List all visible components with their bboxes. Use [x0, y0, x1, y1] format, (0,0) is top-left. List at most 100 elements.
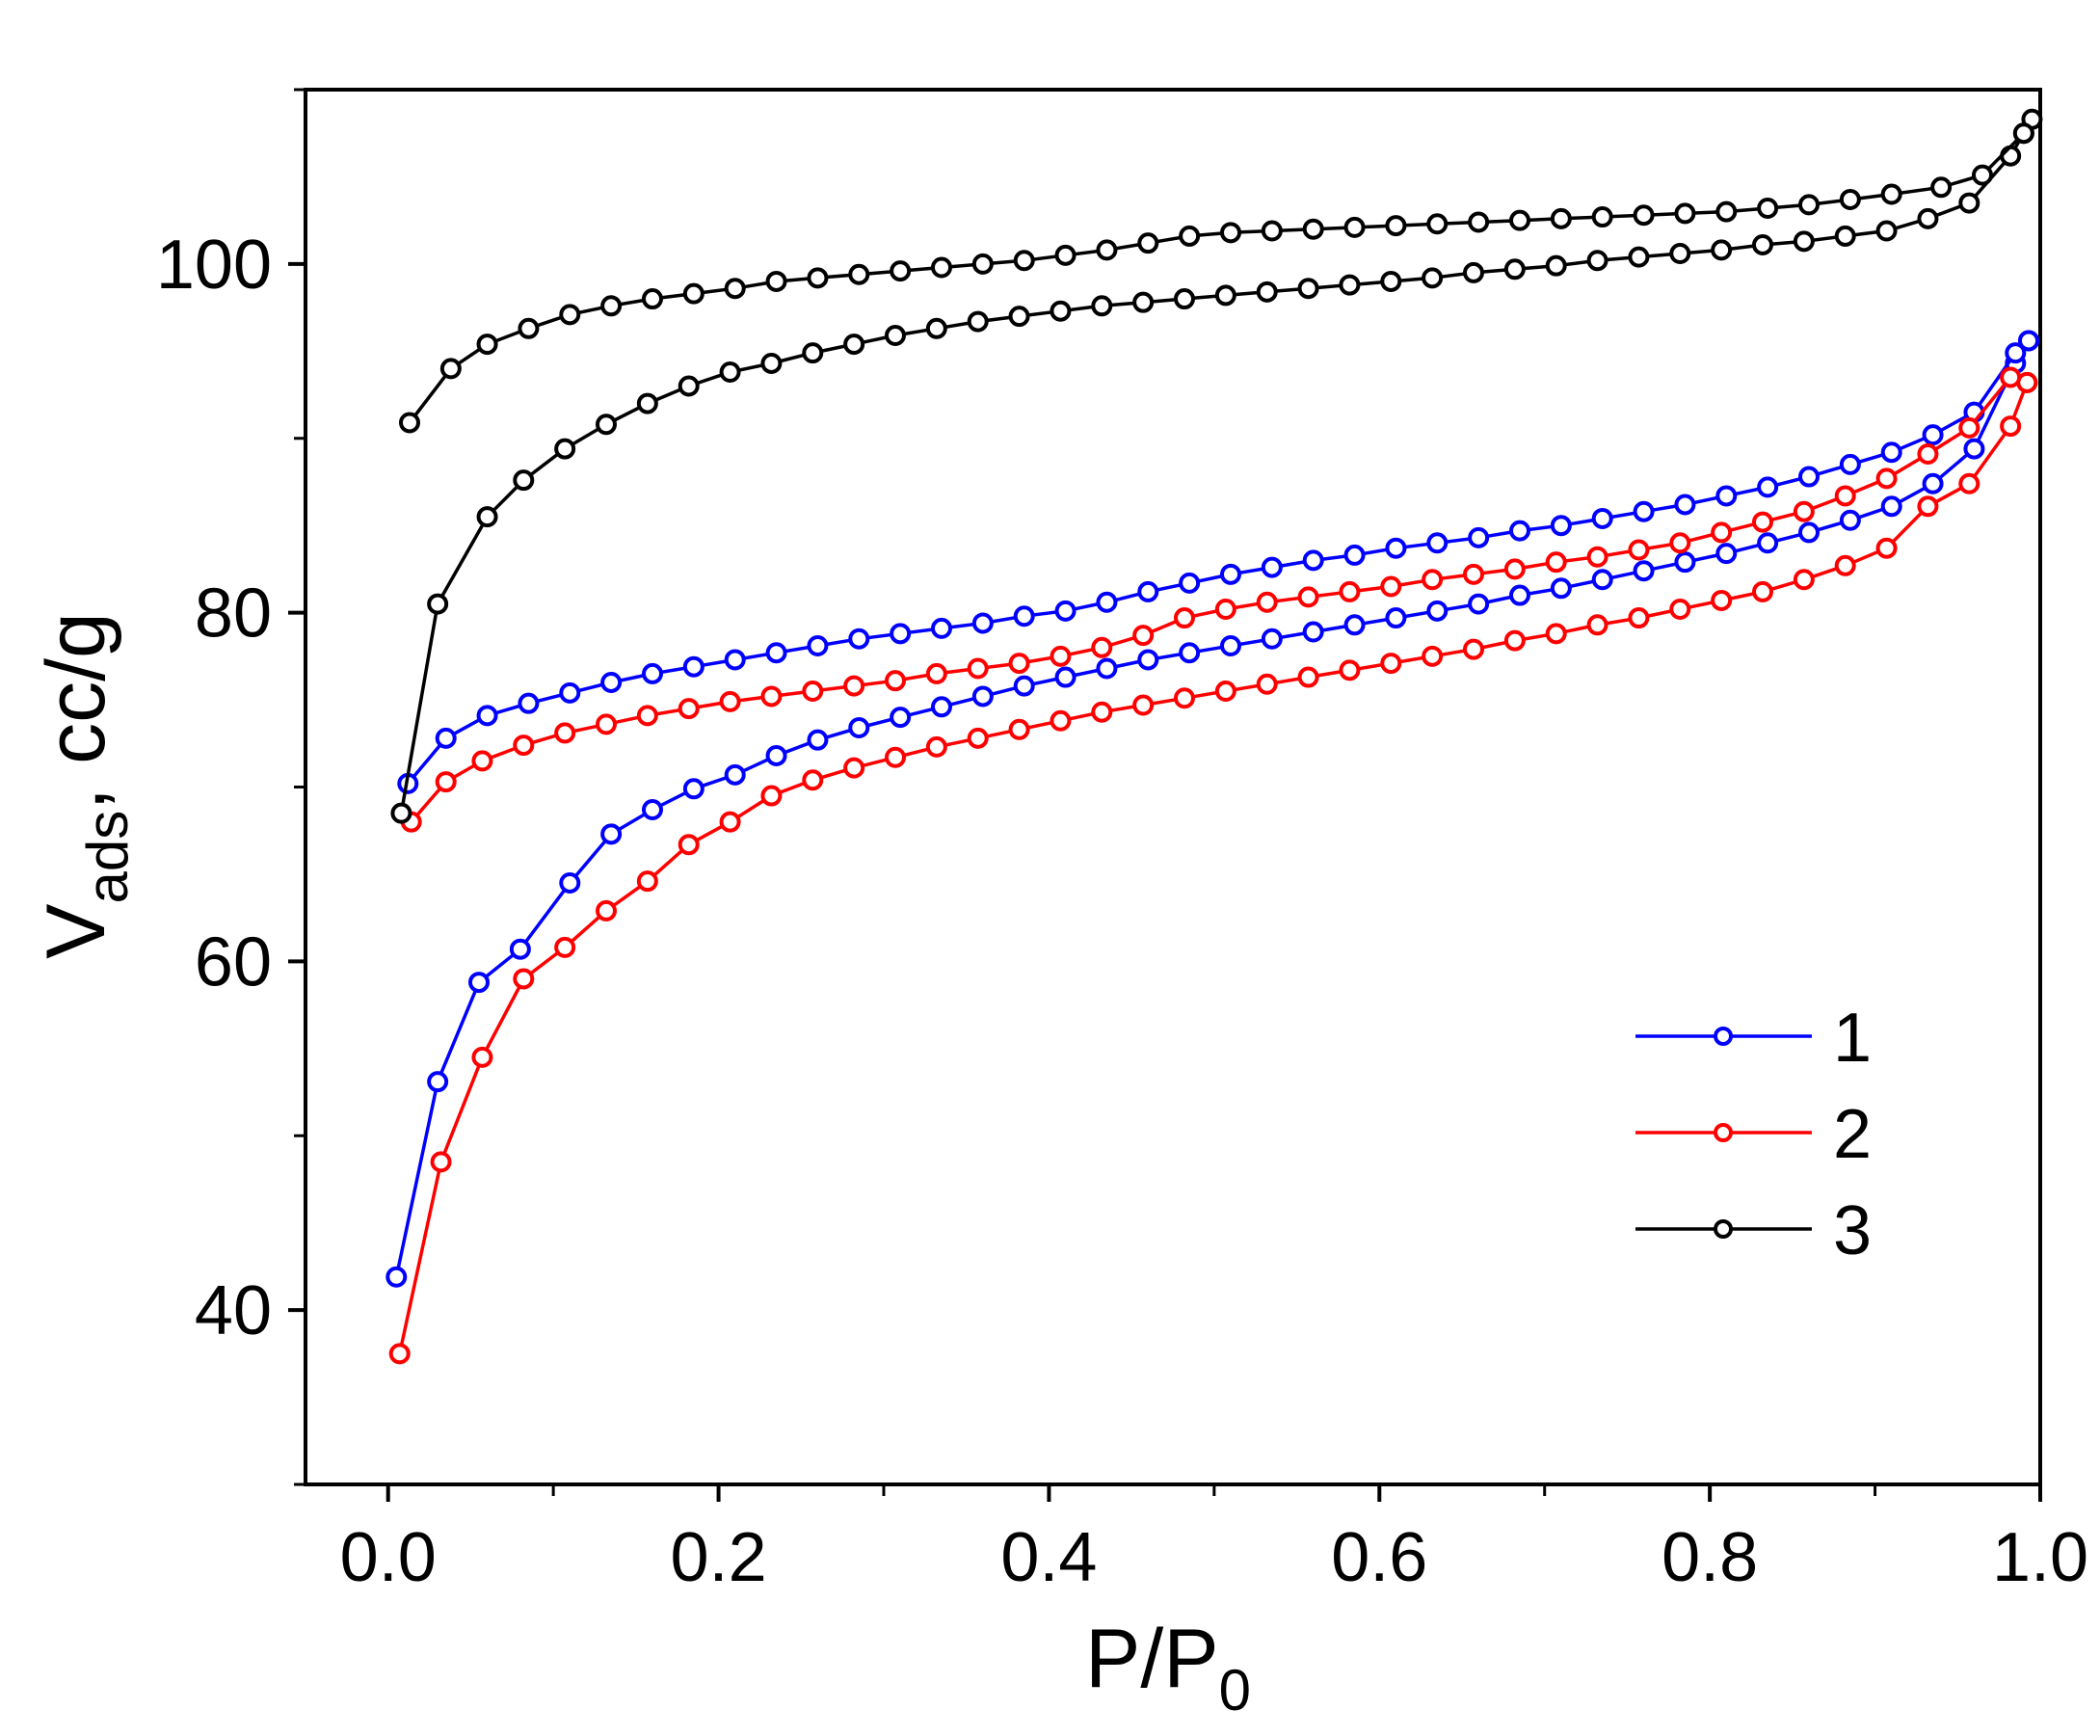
series-2-adsorption-point	[1380, 653, 1402, 675]
series-3-desorption-point	[1013, 250, 1035, 272]
series-2	[388, 366, 2038, 1365]
series-2-desorption-point	[2000, 366, 2022, 388]
series-1-desorption-point	[1674, 494, 1696, 516]
series-1-desorption-point	[1096, 591, 1118, 613]
series-1-adsorption-point	[724, 763, 746, 786]
y-axis-title-subscript: ads	[75, 811, 140, 904]
series-3-desorption-point	[1880, 183, 1902, 205]
series-3	[390, 108, 2043, 824]
series-2-adsorption-point	[1545, 623, 1567, 645]
series-1-adsorption-point	[1880, 495, 1902, 518]
series-2-desorption-point	[1669, 532, 1691, 554]
series-1-adsorption-point	[1798, 521, 1820, 544]
series-1-adsorption-point	[1715, 543, 1738, 565]
series-2-desorption-point	[471, 750, 493, 772]
series-2-adsorption-point	[1050, 709, 1072, 732]
series-2-desorption-point	[1752, 511, 1773, 533]
y-tick-label: 40	[195, 1272, 272, 1349]
series-2-desorption-point	[967, 657, 989, 680]
series-2-desorption-point	[843, 675, 865, 697]
series-3-adsorption-point	[1503, 258, 1526, 280]
series-3-adsorption-point	[1380, 270, 1402, 292]
series-1-adsorption-point	[1261, 628, 1283, 650]
series-2-adsorption-point	[2000, 415, 2022, 438]
series-3-desorption-point	[1220, 222, 1241, 244]
series-2-adsorption-line	[397, 382, 2029, 1354]
series-2-desorption-point	[1586, 546, 1608, 568]
series-3-desorption-point	[1798, 194, 1820, 216]
series-3-adsorption-point	[760, 352, 783, 374]
series-3-desorption-point	[765, 270, 787, 292]
series-2-adsorption-point	[513, 968, 535, 990]
series-3-adsorption-point	[596, 414, 617, 436]
series-1-adsorption-point	[385, 1266, 408, 1288]
series-1-desorption-point	[435, 727, 457, 749]
series-3-adsorption-point	[636, 392, 658, 414]
series-2-desorption-point	[802, 681, 824, 703]
legend: 1 2 3	[1635, 1000, 1872, 1269]
series-3-adsorption-point	[1958, 192, 1980, 214]
y-axis-title: Vads, cc/g	[30, 612, 140, 959]
series-3-desorption-point	[600, 295, 623, 317]
series-1-desorption-point	[1798, 466, 1820, 488]
series-3-desorption-point	[518, 317, 540, 339]
series-3-adsorption-point	[843, 334, 865, 356]
series-2-adsorption-point	[1875, 537, 1898, 559]
series-1-desorption-point	[600, 671, 623, 693]
series-2-adsorption-point	[802, 769, 824, 791]
series-2-desorption-point	[1958, 416, 1980, 439]
legend-swatch-marker	[1714, 1027, 1733, 1046]
series-1-adsorption-point	[765, 744, 787, 766]
x-tick-label: 0.6	[1331, 1519, 1427, 1596]
series-1-adsorption-point	[1385, 607, 1407, 629]
series-3-adsorption-point	[925, 317, 947, 339]
series-1-adsorption-point	[1591, 569, 1613, 591]
series-2-adsorption-point	[885, 746, 906, 768]
series-3-desorption-line	[408, 118, 2034, 424]
series-2-adsorption-point	[1628, 607, 1650, 629]
series-1-adsorption-point	[559, 871, 581, 894]
series-1-desorption-point	[1839, 453, 1861, 475]
series-2-desorption-point	[435, 771, 457, 793]
series-3-adsorption-point	[1752, 233, 1773, 255]
series-1-adsorption-point	[1468, 593, 1490, 615]
series-2-desorption-point	[596, 713, 617, 735]
series-3-adsorption-point	[1545, 254, 1567, 277]
legend-item-1: 1	[1635, 1000, 1872, 1077]
series-2-desorption-point	[925, 662, 947, 684]
series-1-adsorption-point	[890, 707, 912, 729]
y-axis-ticks	[288, 88, 306, 1486]
series-2-desorption-point	[1834, 485, 1856, 507]
series-3-adsorption-point	[1132, 291, 1155, 313]
series-2-desorption-point	[1711, 521, 1733, 544]
series-1-adsorption-point	[427, 1071, 449, 1093]
series-1-desorption-point	[518, 692, 540, 714]
series-1-adsorption-point	[1550, 577, 1572, 600]
series-3-desorption-point	[1137, 232, 1159, 254]
series-1-adsorption-point	[1096, 657, 1118, 680]
series-1-adsorption-point	[1137, 649, 1159, 671]
x-axis-title-main: P/P	[1085, 1613, 1219, 1705]
series-3-adsorption-point	[1669, 243, 1691, 265]
series-2-adsorption-point	[1463, 638, 1484, 660]
x-axis-title-subscript: 0	[1219, 1658, 1251, 1723]
series-1-desorption-point	[1426, 532, 1449, 554]
series-2-adsorption-point	[1256, 673, 1278, 695]
series-2-desorption-point	[1628, 539, 1650, 561]
series-2-adsorption-point	[925, 735, 947, 758]
series-1-desorption-point	[1261, 556, 1283, 578]
series-1-desorption-point	[1179, 572, 1201, 594]
y-tick-label: 80	[195, 575, 272, 653]
series-3-desorption-point	[399, 412, 420, 434]
series-1-adsorption-point	[509, 938, 531, 960]
series-3-desorption-point	[1509, 209, 1530, 231]
series-3-adsorption-point	[1256, 280, 1278, 303]
series-3-adsorption-point	[1586, 250, 1608, 272]
series-2-desorption-point	[1380, 575, 1402, 598]
series-3-desorption-point	[1633, 204, 1655, 227]
series-2-adsorption-point	[1214, 681, 1236, 703]
x-tick-label: 0.4	[1000, 1519, 1097, 1596]
series-3-adsorption-point	[390, 802, 412, 824]
series-3-adsorption-point	[885, 325, 906, 347]
series-1-adsorption-point	[600, 823, 623, 845]
